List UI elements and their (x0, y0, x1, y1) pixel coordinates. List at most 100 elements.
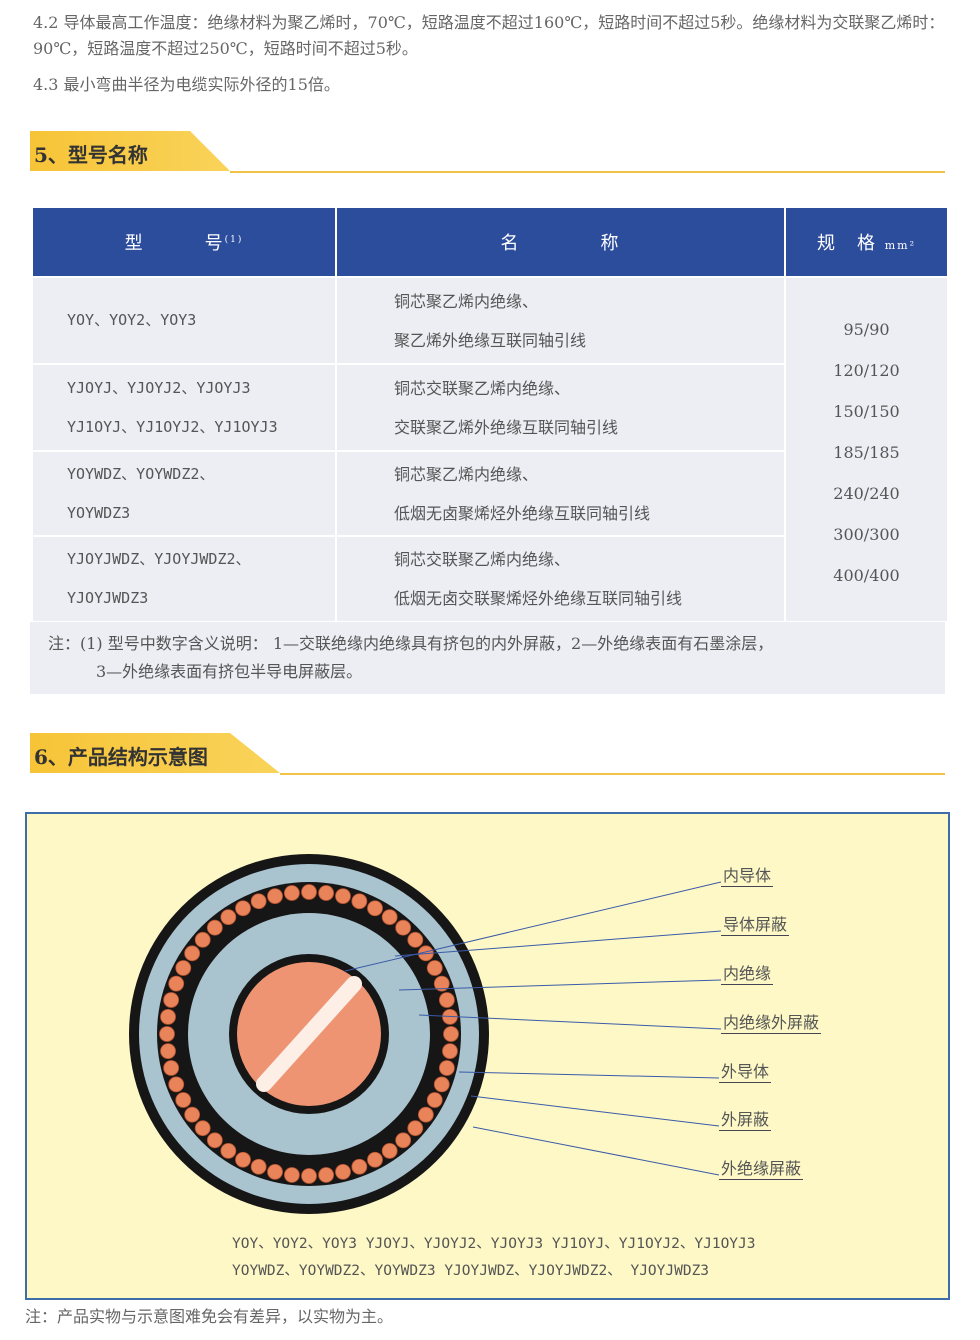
label-inner-insulation: 内绝缘 (721, 960, 774, 985)
outer-conductor-wire (194, 931, 211, 948)
label-conductor-shield: 导体屏蔽 (721, 911, 790, 936)
outer-conductor-wire (318, 1167, 335, 1183)
leader-line (470, 1095, 720, 1127)
outer-conductor-wire (438, 1060, 455, 1076)
outer-conductor-wire (159, 1026, 175, 1042)
outer-conductor-wire (367, 1151, 383, 1168)
section-title: 5、型号名称 (34, 143, 148, 167)
leader-line (418, 1014, 722, 1030)
outer-conductor-wire (367, 900, 383, 917)
section-title: 6、产品结构示意图 (34, 745, 208, 769)
outer-conductor-wire (395, 919, 412, 936)
outer-conductor-wire (163, 1060, 180, 1076)
divider (280, 773, 945, 775)
table-header: 型 号(1) 名 称 规 格 mm² (33, 208, 947, 277)
table-row: YJOYJ、YJOYJ2、YJOYJ3 YJ1OYJ、YJ1OYJ2、YJ1OYJ… (33, 363, 947, 451)
outer-conductor-wire (395, 1132, 412, 1149)
outer-conductor-wire (283, 1167, 300, 1183)
outer-conductor-wire (283, 885, 300, 901)
header-name: 名 称 (336, 208, 786, 277)
name-cell: 铜芯交联聚乙烯内绝缘、 低烟无卤交联聚烯烃外绝缘互联同轴引线 (336, 535, 786, 621)
outer-conductor-wire (175, 1092, 192, 1108)
outer-conductor-wire (443, 1026, 459, 1042)
structure-diagram: 内导体 导体屏蔽 内绝缘 内绝缘外屏蔽 外导体 外屏蔽 外绝缘屏蔽 YOY、YO… (25, 812, 950, 1300)
outer-conductor-wire (250, 1158, 267, 1175)
label-inner-insulation-outer-shield: 内绝缘外屏蔽 (721, 1009, 822, 1034)
outer-conductor-wire (235, 1151, 251, 1168)
outer-conductor-wire (250, 893, 267, 910)
conductor-highlight (256, 976, 362, 1092)
outer-conductor-wire (175, 960, 192, 976)
leader-line (344, 881, 722, 972)
table-note: 注：(1) 型号中数字含义说明： 1—交联绝缘内绝缘具有挤包的内外屏蔽，2—外绝… (30, 622, 945, 694)
diagram-models: YOY、YOY2、YOY3 YJOYJ、YJOYJ2、YJOYJ3 YJ1OYJ… (232, 1236, 756, 1252)
outer-conductor-wire (407, 1120, 424, 1137)
section-tab (30, 733, 280, 773)
label-outer-insulation-shield: 外绝缘屏蔽 (719, 1155, 804, 1180)
outer-conductor-wire (426, 1092, 443, 1108)
outer-conductor-wire (184, 945, 201, 962)
outer-conductor-wire (267, 888, 283, 905)
outer-conductor-wire (168, 975, 185, 992)
outer-conductor-wire (442, 1043, 458, 1060)
header-model: 型 号(1) (33, 208, 337, 277)
outer-conductor-wire (267, 1163, 283, 1180)
model-cell: YOYWDZ、YOYWDZ2、 YOYWDZ3 (33, 450, 337, 536)
name-cell: 铜芯聚乙烯内绝缘、 聚乙烯外绝缘互联同轴引线 (336, 276, 786, 364)
model-cell: YJOYJ、YJOYJ2、YJOYJ3 YJ1OYJ、YJ1OYJ2、YJ1OYJ… (33, 363, 337, 451)
model-cell: YJOYJWDZ、YJOYJWDZ2、 YJOYJWDZ3 (33, 535, 337, 621)
table-row: YJOYJWDZ、YJOYJWDZ2、 YJOYJWDZ3 铜芯交联聚乙烯内绝缘、… (33, 535, 947, 621)
outer-conductor-wire (220, 1142, 237, 1159)
footer-note: 注：产品实物与示意图难免会有差异，以实物为主。 (25, 1307, 394, 1326)
table-row: YOY、YOY2、YOY3 铜芯聚乙烯内绝缘、 聚乙烯外绝缘互联同轴引线 95/9… (33, 276, 947, 621)
cable-cross-section (129, 854, 722, 1214)
section-5-header: 5、型号名称 (30, 131, 945, 173)
outer-conductor-wire (426, 960, 443, 976)
leader-line (458, 1071, 720, 1079)
section-6-header: 6、产品结构示意图 (30, 733, 945, 775)
outer-conductor-wire (301, 1168, 317, 1184)
outer-conductor-wire (438, 992, 455, 1008)
paragraph-4-3: 4.3 最小弯曲半径为电缆实际外径的15倍。 (33, 75, 340, 94)
outer-conductor-wire (160, 1043, 176, 1060)
outer-conductor-wire (351, 1158, 368, 1175)
spec-cell: 95/90 120/120 150/150 185/185 240/240 300/300… (785, 276, 947, 621)
section-tab (30, 131, 230, 171)
label-outer-conductor: 外导体 (719, 1058, 772, 1083)
outer-conductor-wire (351, 893, 368, 910)
outer-conductor-wire (433, 975, 450, 992)
label-inner-conductor: 内导体 (721, 862, 774, 887)
outer-conductor-wire (168, 1076, 185, 1093)
outer-conductor-wire (184, 1106, 201, 1123)
outer-conductor-wire (220, 909, 237, 926)
note-line: 注：(1) 型号中数字含义说明： 1—交联绝缘内绝缘具有挤包的内外屏蔽，2—外绝… (48, 634, 774, 653)
table-row: YOYWDZ、YOYWDZ2、 YOYWDZ3 铜芯聚乙烯内绝缘、 低烟无卤聚烯烃外… (33, 450, 947, 536)
header-spec: 规 格 mm² (785, 208, 947, 277)
leader-line (394, 930, 722, 957)
label-outer-shield: 外屏蔽 (719, 1106, 772, 1131)
outer-conductor-wire (417, 1106, 434, 1123)
name-cell: 铜芯聚乙烯内绝缘、 低烟无卤聚烯烃外绝缘互联同轴引线 (336, 450, 786, 536)
leader-line (472, 1126, 720, 1176)
diagram-models: YOYWDZ、YOYWDZ2、YOYWDZ3 YJOYJWDZ、YJOYJWDZ… (232, 1263, 710, 1279)
outer-conductor-wire (194, 1120, 211, 1137)
outer-conductor-wire (160, 1008, 176, 1025)
outer-conductor-wire (407, 931, 424, 948)
outer-conductor-wire (163, 992, 180, 1008)
divider (230, 171, 945, 173)
outer-conductor-wire (381, 1142, 398, 1159)
outer-conductor-wire (235, 900, 251, 917)
outer-conductor-wire (335, 888, 351, 905)
model-cell: YOY、YOY2、YOY3 (33, 276, 337, 364)
outer-conductor-wire (206, 1132, 223, 1149)
outer-conductor-wire (381, 909, 398, 926)
leader-line (398, 979, 722, 991)
outer-conductor-wire (301, 884, 317, 900)
outer-conductor-wire (433, 1076, 450, 1093)
model-table: 型 号(1) 名 称 规 格 mm² YOY、YOY2、YOY3 铜芯聚乙烯内绝… (33, 208, 947, 621)
outer-conductor-wire (318, 885, 335, 901)
paragraph-4-2: 4.2 导体最高工作温度：绝缘材料为聚乙烯时，70℃，短路温度不超过160℃，短… (33, 13, 945, 58)
outer-conductor-wire (206, 919, 223, 936)
note-line: 3—外绝缘表面有挤包半导电屏蔽层。 (96, 662, 363, 681)
